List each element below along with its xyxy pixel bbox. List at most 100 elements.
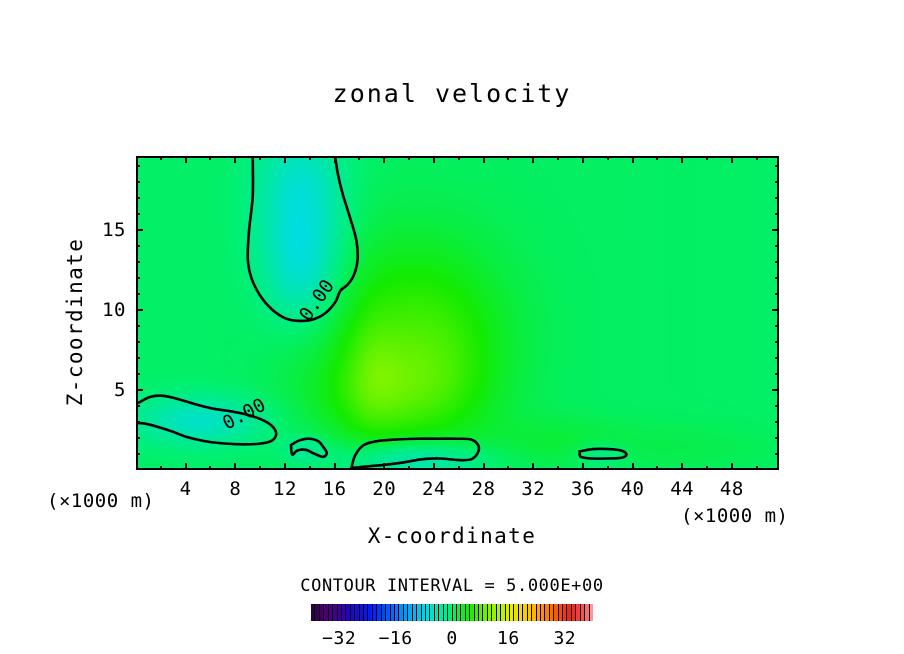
x-tick-top [308,156,311,160]
colorbar-band [333,604,338,621]
y-tick-right [775,196,779,199]
x-tick-top [234,156,237,163]
y-tick-right [775,420,779,423]
colorbar-band [470,604,475,621]
y-tick-right [772,388,779,391]
x-units-left-label: (×1000 m) [47,490,155,512]
colorbar-band [439,604,444,621]
colorbar-band [452,604,457,621]
colorbar-tick-label: 16 [497,628,520,649]
colorbar-band [487,604,493,621]
y-tick-left [136,164,140,167]
y-axis-title: Z-coordinate [63,237,87,407]
x-tick-label: 28 [471,478,496,500]
x-tick-top [159,156,162,160]
contour-label-group: 0.00 [296,276,339,325]
x-tick-label: 20 [372,478,397,500]
colorbar-strip [311,604,593,621]
y-tick-left [136,308,143,311]
colorbar-band [341,604,347,621]
x-tick-label: 24 [421,478,446,500]
y-tick-left [136,292,140,295]
x-tick-top [358,156,361,160]
colorbar-band [527,604,533,621]
colorbar-band [589,604,593,621]
colorbar-band [324,604,329,621]
colorbar-band [399,604,404,621]
contour-value-label: 0.00 [219,395,269,435]
colorbar-band [381,604,387,621]
colorbar-band [580,604,586,621]
colorbar-band [403,604,409,621]
y-tick-right [775,356,779,359]
colorbar-band [328,604,334,621]
colorbar-band [456,604,462,621]
colorbar-band [563,604,568,621]
y-tick-label: 10 [102,298,126,321]
y-tick-right [775,340,779,343]
colorbar-band [337,604,342,621]
x-tick-top [730,156,733,163]
colorbar-tick-label: 32 [553,628,577,649]
y-tick-left [136,244,140,247]
x-tick-bottom [432,463,435,470]
colorbar-band [408,604,413,621]
contour-lines: 0.00 0.00 [138,158,777,468]
y-tick-label: 5 [114,378,126,401]
y-tick-right [772,308,779,311]
contour-line-0 [580,449,627,459]
colorbar-band [346,604,351,621]
colorbar-band [492,604,497,621]
colorbar-band [412,604,418,621]
y-tick-left [136,356,140,359]
y-tick-left [136,340,140,343]
x-tick-top [432,156,435,163]
x-tick-label: 48 [719,478,744,500]
x-tick-bottom [259,466,262,470]
colorbar-band [549,604,555,621]
x-tick-bottom [358,466,361,470]
x-tick-label: 4 [179,478,192,500]
colorbar-band [390,604,396,621]
x-tick-bottom [482,463,485,470]
y-tick-right [775,164,779,167]
colorbar [311,604,593,621]
colorbar-band [386,604,391,621]
x-tick-bottom [408,466,411,470]
page-title: zonal velocity [332,79,572,108]
y-tick-right [775,372,779,375]
x-tick-top [631,156,634,163]
y-tick-right [775,452,779,455]
y-tick-label: 15 [102,218,126,241]
x-tick-bottom [159,466,162,470]
colorbar-band [421,604,426,621]
x-tick-top [482,156,485,163]
colorbar-band [514,604,519,621]
x-tick-bottom [656,466,659,470]
y-tick-left [136,276,140,279]
x-tick-top [532,156,535,163]
x-tick-top [259,156,262,160]
y-tick-right [772,228,779,231]
colorbar-band [448,604,453,621]
contour-fill-canvas [138,158,777,468]
colorbar-band [359,604,365,621]
colorbar-band [501,604,506,621]
x-tick-bottom [557,466,560,470]
colorbar-band [505,604,510,621]
x-tick-top [557,156,560,160]
colorbar-band [443,604,449,621]
colorbar-band [372,604,378,621]
colorbar-band [350,604,356,621]
colorbar-tick-label: −32 [322,628,357,649]
x-tick-bottom [333,463,336,470]
colorbar-band [567,604,572,621]
x-tick-bottom [581,463,584,470]
x-tick-bottom [457,466,460,470]
x-tick-label: 16 [322,478,347,500]
colorbar-band [355,604,360,621]
x-tick-label: 36 [570,478,595,500]
y-tick-left [136,228,143,231]
y-tick-left [136,324,140,327]
